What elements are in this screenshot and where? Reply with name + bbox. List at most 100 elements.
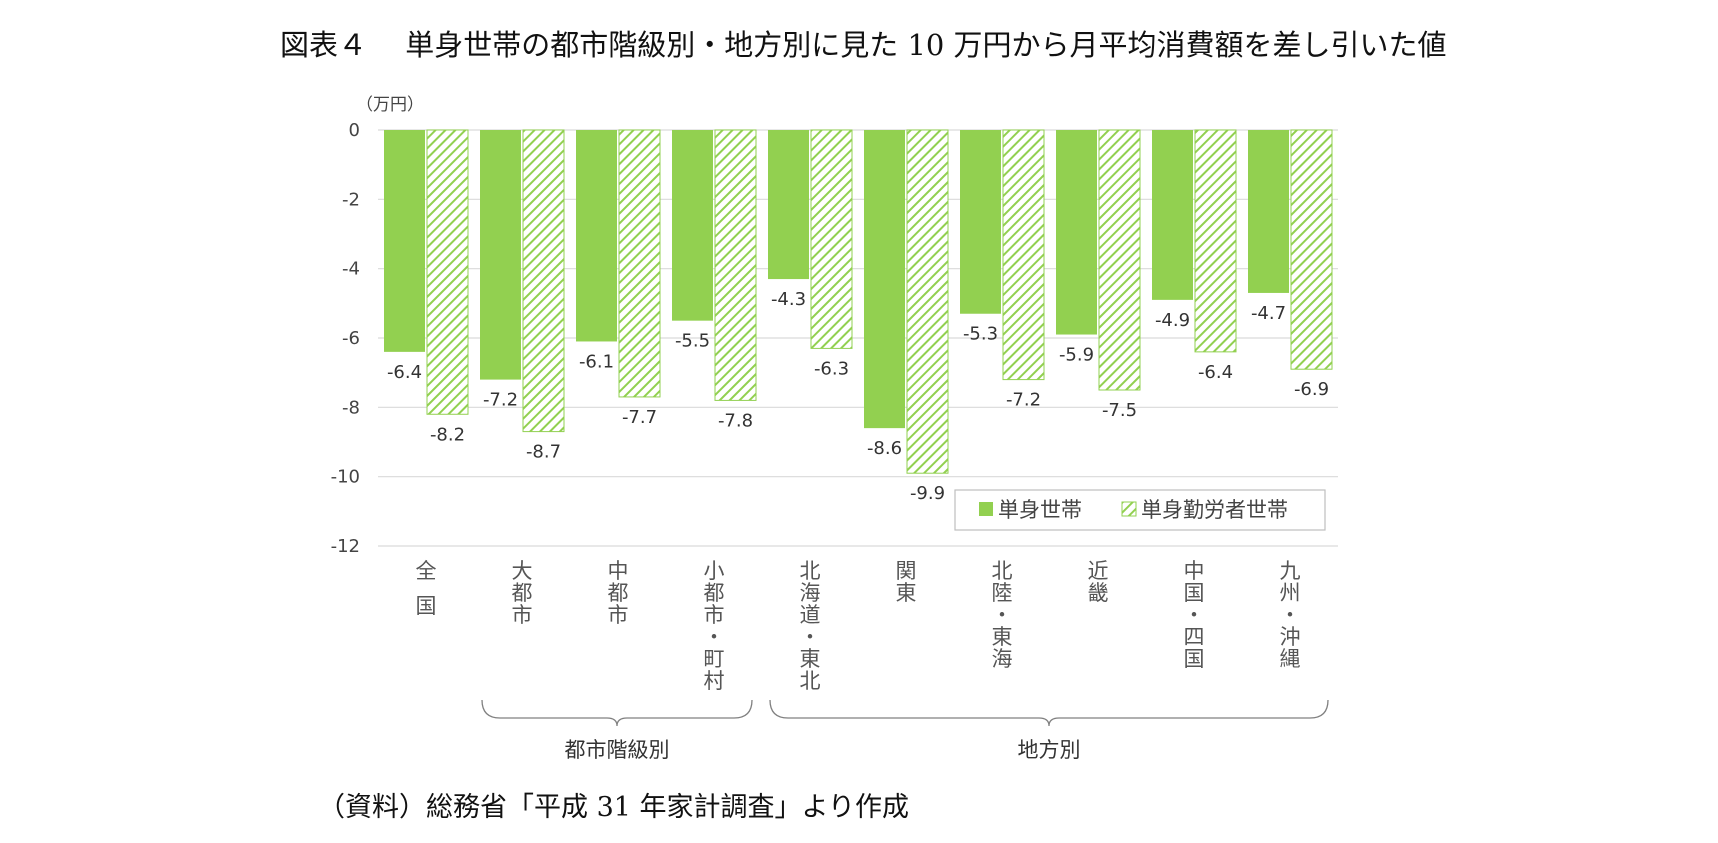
category-char: 海 <box>800 581 821 605</box>
category-char: 沖 <box>1280 625 1301 649</box>
category-label: 北海道・東北 <box>800 559 821 693</box>
data-label: -7.2 <box>483 390 518 411</box>
data-label: -4.7 <box>1251 303 1286 324</box>
bar-single-household <box>1152 130 1193 300</box>
category-char: 四 <box>1184 625 1205 649</box>
group-label: 地方別 <box>1018 738 1081 762</box>
data-label: -5.9 <box>1059 345 1094 366</box>
category-char: 町 <box>704 647 725 671</box>
category-char: ・ <box>992 603 1013 627</box>
y-tick-label: -8 <box>342 397 360 418</box>
data-label: -7.2 <box>1006 390 1041 411</box>
category-char: 東 <box>992 625 1013 649</box>
category-char: 道 <box>800 603 821 627</box>
category-char: 全 <box>416 559 437 583</box>
data-label: -4.3 <box>771 289 806 310</box>
y-tick-label: -2 <box>342 189 360 210</box>
category-char: 東 <box>800 647 821 671</box>
data-label: -7.5 <box>1102 400 1137 421</box>
bar-single-worker-household <box>1098 129 1141 391</box>
data-label: -7.8 <box>718 410 753 431</box>
data-label: -4.9 <box>1155 310 1190 331</box>
category-char: ・ <box>704 625 725 649</box>
category-char: 畿 <box>1088 581 1109 605</box>
legend-frame <box>954 489 1326 531</box>
category-char: 市 <box>608 603 629 627</box>
bar-single-worker-household <box>906 129 949 474</box>
data-label: -9.9 <box>910 483 945 504</box>
category-char: ・ <box>800 625 821 649</box>
category-char: 国 <box>1184 581 1205 605</box>
data-label: -6.4 <box>387 362 422 383</box>
legend-swatch-solid <box>979 502 993 516</box>
category-char: 市 <box>704 603 725 627</box>
bar-single-household <box>1248 130 1289 293</box>
group-brace <box>769 699 1329 727</box>
bar-single-worker-household <box>1290 129 1333 370</box>
data-label: -8.2 <box>430 424 465 445</box>
category-char: 国 <box>416 594 437 618</box>
category-char: 都 <box>704 581 725 605</box>
y-axis-unit: （万円） <box>356 95 424 115</box>
data-label: -8.6 <box>867 438 902 459</box>
data-label: -6.9 <box>1294 379 1329 400</box>
bar-single-worker-household <box>1194 129 1237 353</box>
bar-single-household <box>672 130 713 321</box>
figure-source: （資料）総務省「平成 31 年家計調査」より作成 <box>318 792 909 823</box>
data-label: -7.7 <box>622 407 657 428</box>
bar-single-worker-household <box>426 129 469 415</box>
y-tick-label: -6 <box>342 328 360 349</box>
category-label: 大都市 <box>512 559 533 627</box>
bar-single-household <box>864 130 905 429</box>
category-char: 都 <box>608 581 629 605</box>
legend-label-single: 単身世帯 <box>998 498 1082 522</box>
category-char: 州 <box>1280 581 1301 605</box>
bar-single-household <box>480 130 521 380</box>
category-char: 縄 <box>1280 647 1301 671</box>
category-char: 市 <box>512 603 533 627</box>
y-tick-label: 0 <box>349 120 360 141</box>
y-tick-label: -10 <box>331 467 360 488</box>
legend-swatch-hatched <box>1121 501 1137 517</box>
data-label: -6.1 <box>579 351 614 372</box>
legend-label-worker: 単身勤労者世帯 <box>1141 498 1288 522</box>
category-char: 国 <box>1184 647 1205 671</box>
category-label: 北陸・東海 <box>992 559 1013 671</box>
category-char: 北 <box>800 559 821 583</box>
bar-single-worker-household <box>618 129 661 398</box>
data-label: -8.7 <box>526 442 561 463</box>
category-label: 近畿 <box>1088 559 1109 605</box>
data-label: -6.3 <box>814 358 849 379</box>
bar-single-household <box>768 130 809 280</box>
legend: 単身世帯 単身勤労者世帯 <box>954 489 1326 531</box>
category-label: 小都市・町村 <box>704 559 725 693</box>
data-label: -5.3 <box>963 324 998 345</box>
y-tick-label: -4 <box>342 259 360 280</box>
bar-single-household <box>1056 130 1097 335</box>
category-char: 村 <box>704 669 725 693</box>
category-label: 中都市 <box>608 559 629 627</box>
category-char: 陸 <box>992 581 1013 605</box>
category-char: 小 <box>704 559 725 583</box>
category-label: 中国・四国 <box>1184 559 1205 671</box>
bar-single-household <box>576 130 617 342</box>
bar-single-worker-household <box>522 129 565 433</box>
category-label: 関東 <box>896 559 917 605</box>
category-char: 中 <box>1184 559 1205 583</box>
y-tick-label: -12 <box>331 536 360 557</box>
category-char: 九 <box>1280 559 1301 583</box>
category-char: 都 <box>512 581 533 605</box>
category-char: 東 <box>896 581 917 605</box>
category-label: 全国 <box>416 559 437 618</box>
category-char: 大 <box>512 559 533 583</box>
group-brace <box>481 699 753 727</box>
data-label: -6.4 <box>1198 362 1233 383</box>
data-label: -5.5 <box>675 331 710 352</box>
bar-single-worker-household <box>810 129 853 349</box>
category-label: 九州・沖縄 <box>1280 559 1301 671</box>
group-label: 都市階級別 <box>565 738 670 762</box>
category-char: 海 <box>992 647 1013 671</box>
category-char: ・ <box>1184 603 1205 627</box>
bar-single-household <box>960 130 1001 314</box>
